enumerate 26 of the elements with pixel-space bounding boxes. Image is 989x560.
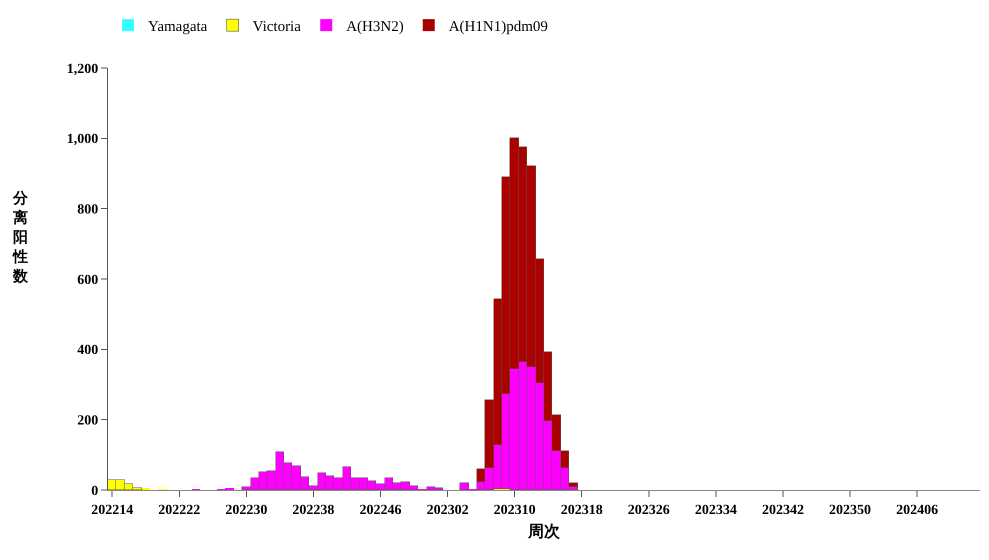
y-tick-label: 1,000 [66,132,98,148]
x-tick-label: 202350 [829,502,872,518]
x-tick-label: 202230 [225,502,268,518]
y-tick-label: 0 [91,484,98,499]
y-tick-label: 1,200 [66,62,98,77]
legend-label: Victoria [252,19,302,36]
y-tick-label: 600 [77,272,98,288]
x-tick-label: 202334 [694,502,737,518]
legend-label: A(H1N1)pdm09 [448,19,548,36]
x-tick-label: 202310 [494,502,536,518]
x-tick-label: 202238 [292,502,334,518]
x-tick-label: 202214 [91,502,134,518]
x-tick-label: 202318 [560,502,603,518]
x-tick-label: 202222 [158,502,200,518]
y-tick-label: 400 [77,343,98,358]
x-tick-label: 202246 [360,502,402,518]
x-tick-label: 202342 [762,502,804,518]
x-axis-title: 周次 [527,522,561,540]
y-tick-label: 800 [77,202,98,218]
legend-label: A(H3N2) [346,19,404,36]
x-tick-label: 202326 [628,502,670,518]
legend-label: Yamagata [148,19,208,36]
x-tick-label: 202406 [896,502,938,518]
y-tick-label: 200 [77,414,98,429]
y-axis-title: 分离阳性数 [12,189,29,285]
x-tick-label: 202302 [426,502,469,518]
